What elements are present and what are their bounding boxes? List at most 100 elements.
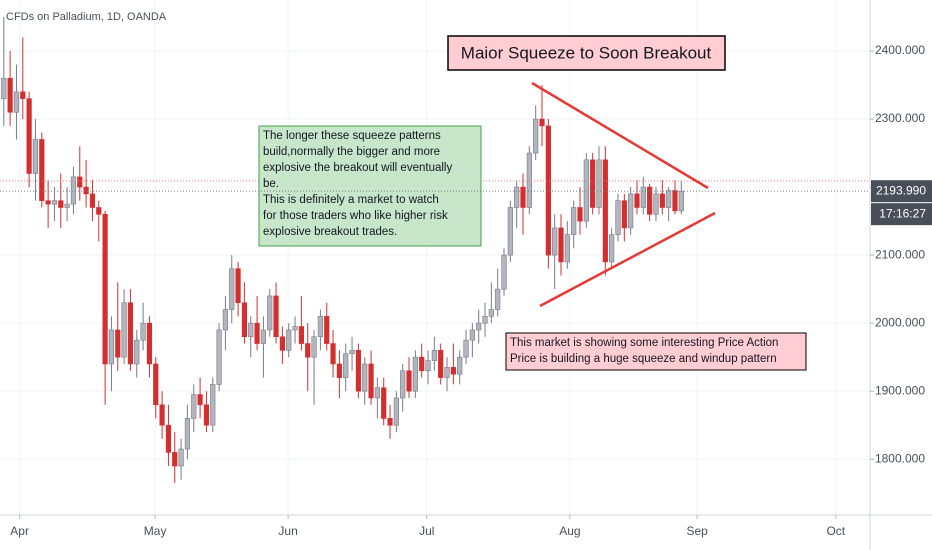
candle-body <box>501 254 507 290</box>
candle-body <box>254 322 260 344</box>
candle-body <box>412 356 418 392</box>
candle-body <box>203 404 210 426</box>
candle-body <box>260 329 267 344</box>
candle-body <box>571 207 577 236</box>
candle-body <box>324 316 330 344</box>
candle-body <box>583 159 589 222</box>
candle-body <box>191 394 197 419</box>
candle-body <box>514 186 520 208</box>
note2-line: Price is building a huge squeeze and win… <box>510 353 777 365</box>
note: The longer these squeeze patterns build,n… <box>263 130 452 238</box>
y-tick-label: 1800.000 <box>875 451 925 465</box>
candle-body <box>495 288 501 310</box>
candle-body <box>89 193 96 208</box>
note-line: This is definitely a market to watch <box>263 194 439 206</box>
candle-body <box>419 356 425 372</box>
upper-trendline <box>531 81 709 190</box>
candle-body <box>406 370 412 392</box>
candle-body <box>286 329 292 351</box>
candle-body <box>121 302 127 358</box>
candle-body <box>279 336 286 351</box>
candle-body <box>488 309 494 317</box>
candle-body <box>26 98 32 174</box>
candles <box>1 17 684 484</box>
candle-body <box>248 322 254 338</box>
candle-body <box>362 363 368 392</box>
candle-body <box>387 418 393 426</box>
candle-body <box>564 234 570 263</box>
x-tick-label: Sep <box>686 524 708 538</box>
candle-body <box>343 353 349 378</box>
candle-body <box>602 159 608 263</box>
candle-body <box>13 91 20 113</box>
candle-body <box>431 350 437 361</box>
x-tick-label: May <box>144 524 167 538</box>
note2: This market is showing some interesting … <box>510 337 778 365</box>
x-tick-label: Apr <box>10 524 29 538</box>
candle-body <box>96 207 102 215</box>
candle-body <box>241 302 248 338</box>
candle-body <box>197 394 203 406</box>
candle-body <box>393 397 399 426</box>
candle-body <box>134 339 140 365</box>
candle-body <box>482 316 488 324</box>
candle-body <box>640 186 646 208</box>
candle-body <box>292 326 298 331</box>
candle-body <box>20 91 26 99</box>
candle-body <box>507 207 513 256</box>
candle-body <box>267 295 273 331</box>
candle-body <box>355 350 361 392</box>
candle-body <box>317 316 323 338</box>
note2-line: This market is showing some interesting … <box>510 337 778 349</box>
note-line: be. <box>263 178 279 190</box>
candle-body <box>539 118 545 127</box>
candle-body <box>273 295 279 338</box>
candle-body <box>621 200 627 229</box>
candle-body <box>596 159 602 208</box>
candle-body <box>64 203 70 208</box>
last-price-label: 2193.990 <box>876 183 926 197</box>
candle-body <box>438 350 444 378</box>
candle-body <box>672 190 678 212</box>
x-tick-label: Jun <box>278 524 297 538</box>
candle-body <box>311 336 317 358</box>
candle-body <box>165 424 172 453</box>
y-tick-label: 1900.000 <box>875 383 925 397</box>
candle-body <box>330 343 336 365</box>
note-line: for those traders who like higher risk <box>263 210 448 222</box>
candle-body <box>374 387 380 399</box>
candle-body <box>39 139 45 201</box>
candle-body <box>305 343 311 358</box>
candle-body <box>216 329 222 385</box>
candle-body <box>229 268 235 310</box>
candle-body <box>476 322 482 331</box>
candle-body <box>666 190 672 208</box>
candle-body <box>178 448 184 467</box>
candle-body <box>153 363 159 406</box>
candle-body <box>678 190 684 212</box>
candle-body <box>590 159 596 208</box>
note-line: build,normally the bigger and more <box>263 146 440 158</box>
candle-body <box>444 367 450 378</box>
candle-body <box>653 193 659 215</box>
candle-body <box>558 227 564 263</box>
candle-body <box>349 350 355 355</box>
candle-body <box>7 77 13 113</box>
candle-body <box>545 125 551 256</box>
candle-body <box>45 200 51 205</box>
candle-body <box>615 200 621 236</box>
candle-body <box>108 329 115 365</box>
candle-body <box>32 139 39 174</box>
candle-body <box>469 329 475 341</box>
candle-body <box>577 207 583 222</box>
candle-body <box>1 77 7 99</box>
note-box <box>258 125 482 247</box>
candle-body <box>140 322 146 341</box>
candle-body <box>381 387 387 419</box>
candle-body <box>210 384 216 426</box>
note-line: explosive breakout trades. <box>263 226 397 238</box>
candle-body <box>609 234 615 263</box>
candle-body <box>659 193 665 208</box>
candle-body <box>450 367 456 375</box>
